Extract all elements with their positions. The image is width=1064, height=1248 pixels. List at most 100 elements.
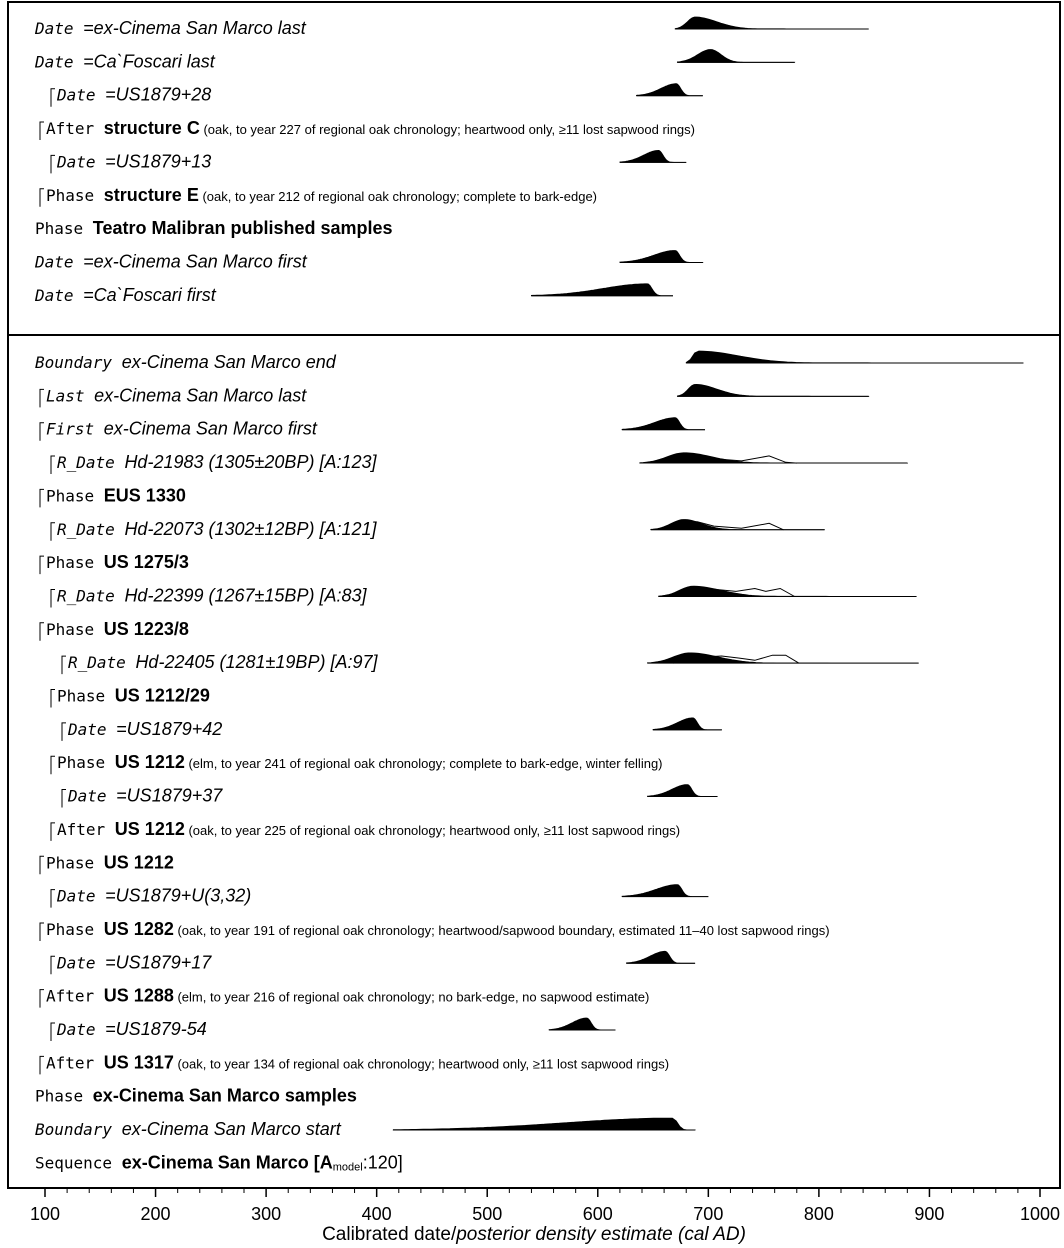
row-label: Boundary ex-Cinema San Marco start (35, 1119, 342, 1139)
bracket-line (39, 488, 44, 508)
row-name: =US1879+42 (116, 719, 222, 739)
posterior-density (621, 417, 706, 431)
row-keyword: Date (56, 152, 105, 171)
tick-label: 700 (693, 1204, 723, 1224)
posterior-density (639, 452, 909, 464)
bracket-line (39, 388, 44, 408)
tick-label: 600 (583, 1204, 613, 1224)
bracket-line (50, 1022, 55, 1041)
x-axis-label: Calibrated date/posterior density estima… (322, 1224, 746, 1245)
row-keyword: Date (34, 252, 83, 271)
row-name: Hd-22405 (1281±19BP) [A:97] (135, 652, 378, 672)
bracket-line (39, 622, 44, 641)
row-keyword: Date (34, 52, 83, 71)
bracket-line (39, 1055, 44, 1075)
row-keyword: After (57, 820, 115, 839)
row-name: US 1212 (104, 852, 174, 872)
row-label: Date =US1879+37 (67, 786, 223, 806)
row-keyword: Phase (57, 687, 115, 706)
bracket-line (61, 655, 66, 675)
row-keyword: First (46, 420, 104, 439)
row-name: =US1879+U(3,32) (105, 886, 251, 906)
row-name: ex-Cinema San Marco end (122, 352, 337, 372)
row-name: structure E (104, 185, 199, 205)
row-label: Date =US1879+U(3,32) (56, 886, 251, 906)
row-name: US 1317 (104, 1052, 174, 1072)
posterior-density (676, 49, 796, 63)
row-name: =Ca`Foscari last (83, 51, 216, 71)
bracket-line (39, 989, 44, 1008)
row-keyword: Last (46, 386, 94, 405)
likelihood-outline (680, 587, 795, 597)
bracket-line (39, 922, 44, 941)
x-axis-label-plain: Calibrated date/ (322, 1224, 457, 1245)
row-name: ex-Cinema San Marco first (104, 419, 318, 439)
tick-label: 900 (914, 1204, 944, 1224)
row-label: Phase structure E (oak, to year 212 of r… (46, 185, 597, 205)
row-keyword: Date (67, 720, 116, 739)
row-keyword: Boundary (35, 1120, 122, 1139)
posterior-density (647, 784, 718, 797)
row-name: ex-Cinema San Marco start (122, 1119, 342, 1139)
row-label: Phase US 1282 (oak, to year 191 of regio… (46, 919, 830, 939)
row-name: EUS 1330 (104, 485, 186, 505)
row-name: structure C (104, 118, 200, 138)
row-name: US 1212 (115, 752, 185, 772)
bracket-line (50, 522, 55, 541)
likelihood-outline (663, 454, 797, 464)
row-keyword: R_Date (57, 453, 124, 472)
row-keyword: Date (56, 86, 105, 105)
bracket-line (61, 722, 66, 741)
bracket-line (39, 855, 44, 875)
bracket-line (50, 822, 55, 841)
row-name: Hd-22399 (1267±15BP) [A:83] (124, 585, 367, 605)
posterior-density (674, 16, 869, 30)
row-label: After US 1317 (oak, to year 134 of regio… (46, 1052, 669, 1072)
row-name: ex-Cinema San Marco [A (122, 1152, 333, 1172)
posterior-density (548, 1017, 616, 1031)
row-label: After US 1212 (oak, to year 225 of regio… (57, 819, 680, 839)
row-name: =ex-Cinema San Marco first (83, 251, 308, 271)
row-name: =US1879+13 (105, 151, 211, 171)
row-label: Phase EUS 1330 (46, 485, 186, 505)
bracket-line (50, 755, 55, 775)
row-label: After structure C (oak, to year 227 of r… (46, 118, 695, 138)
row-name: US 1282 (104, 919, 174, 939)
row-keyword: Sequence (35, 1153, 122, 1172)
row-label: Date =US1879-54 (56, 1019, 207, 1039)
row-name: =ex-Cinema San Marco last (83, 18, 307, 38)
posterior-density (636, 83, 703, 97)
posterior-density (652, 717, 722, 731)
row-label: Phase US 1275/3 (46, 552, 189, 572)
bracket-line (39, 555, 44, 575)
row-label: Phase US 1212/29 (57, 686, 210, 706)
posterior-density (658, 585, 917, 597)
row-keyword: Phase (57, 753, 115, 772)
row-label: Phase US 1223/8 (46, 619, 189, 639)
bracket-line (39, 422, 44, 441)
row-keyword: After (46, 119, 104, 138)
row-label: Boundary ex-Cinema San Marco end (35, 352, 337, 372)
bracket-line (39, 188, 44, 207)
row-label: Date =ex-Cinema San Marco first (34, 251, 308, 271)
row-keyword: Phase (46, 486, 104, 505)
row-label: Date =US1879+17 (56, 952, 212, 972)
row-keyword: Date (56, 887, 105, 906)
posterior-density (626, 950, 696, 964)
row-note: (oak, to year 212 of regional oak chrono… (199, 189, 597, 204)
row-label: Date =Ca`Foscari first (34, 285, 217, 305)
row-label: Sequence ex-Cinema San Marco [Amodel:120… (35, 1152, 403, 1173)
row-label: Date =US1879+13 (56, 151, 211, 171)
row-keyword: Phase (46, 553, 104, 572)
bracket-line (50, 588, 55, 608)
row-name: US 1212/29 (115, 686, 210, 706)
posterior-density (685, 350, 1024, 364)
row-name: =US1879+17 (105, 952, 212, 972)
row-keyword: Date (34, 19, 83, 38)
x-axis-label-italic: posterior density estimate (cal AD) (455, 1224, 746, 1245)
row-label: Phase ex-Cinema San Marco samples (35, 1086, 357, 1106)
tick-label: 100 (30, 1204, 60, 1224)
row-name: ex-Cinema San Marco last (94, 385, 307, 405)
bracket-line (39, 121, 44, 141)
